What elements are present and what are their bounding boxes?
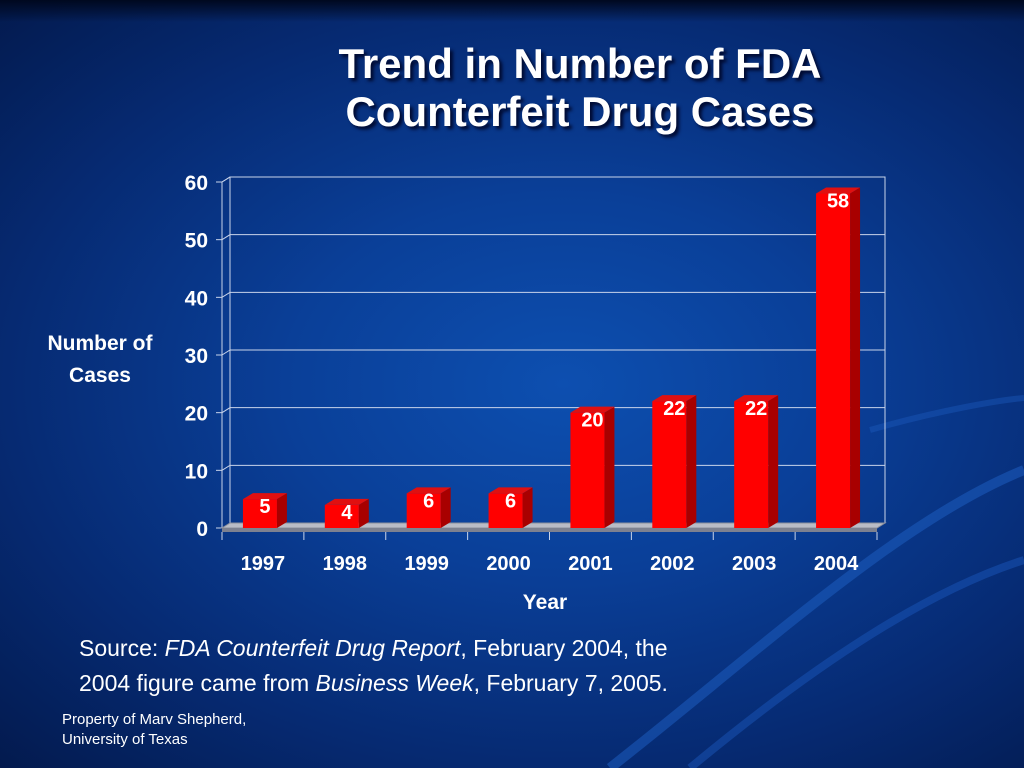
bar xyxy=(324,504,359,528)
x-axis-label: Year xyxy=(522,591,568,614)
bar-top xyxy=(652,395,697,402)
y-tick-label: 50 xyxy=(185,230,208,253)
y-axis-label: Number of Cases xyxy=(20,328,180,392)
bar xyxy=(570,412,605,528)
bar-top xyxy=(488,487,533,494)
y-tick-label: 10 xyxy=(185,460,208,483)
bar-side xyxy=(358,498,369,528)
source-report: FDA Counterfeit Drug Report xyxy=(164,635,461,661)
bar-side xyxy=(850,187,861,529)
data-label: 22 xyxy=(663,398,685,420)
credit-line-1: Property of Marv Shepherd, xyxy=(62,711,247,728)
bar-side xyxy=(768,395,779,528)
gridline xyxy=(221,349,885,356)
x-tick-label: 1999 xyxy=(404,553,449,575)
credit-line-2: University of Texas xyxy=(62,731,188,748)
y-tick-label: 40 xyxy=(185,287,208,310)
plot-floor xyxy=(220,522,887,529)
y-tick-label: 20 xyxy=(185,403,208,426)
bar xyxy=(652,401,687,528)
x-tick-label: 1998 xyxy=(323,553,368,575)
data-label: 4 xyxy=(341,502,353,524)
top-band xyxy=(0,0,1024,22)
source-citation: Source: FDA Counterfeit Drug Report, Feb… xyxy=(79,631,839,701)
x-tick-label: 2001 xyxy=(568,553,613,575)
data-label: 5 xyxy=(259,496,270,518)
gridline xyxy=(221,464,885,471)
slide-title: Trend in Number of FDA Counterfeit Drug … xyxy=(230,40,930,136)
bar xyxy=(816,193,851,529)
data-label: 6 xyxy=(505,490,516,512)
source-mid: , February 2004, the xyxy=(460,635,668,661)
bar xyxy=(734,401,769,528)
y-tick-label: 0 xyxy=(196,518,208,541)
source-magazine: Business Week xyxy=(315,670,474,696)
bar xyxy=(488,493,523,528)
bar-top xyxy=(324,498,369,505)
bar-side xyxy=(604,406,615,528)
bar-side xyxy=(276,493,287,528)
x-tick-label: 2004 xyxy=(814,553,859,575)
title-line-1: Trend in Number of FDA xyxy=(338,40,822,87)
bar-side xyxy=(522,487,533,528)
y-axis-label-line-2: Cases xyxy=(69,364,131,387)
data-label: 6 xyxy=(423,490,434,512)
plot-floor-edge xyxy=(222,528,877,532)
x-tick-label: 2002 xyxy=(650,553,695,575)
bar-top xyxy=(816,187,861,194)
bar xyxy=(406,493,441,528)
bar-side xyxy=(686,395,697,528)
x-tick-label: 2003 xyxy=(732,553,777,575)
data-label: 20 xyxy=(581,410,603,432)
source-line2-start: 2004 figure came from xyxy=(79,670,316,696)
bar-top xyxy=(406,487,451,494)
title-line-2: Counterfeit Drug Cases xyxy=(345,88,815,135)
bar-top xyxy=(570,406,615,413)
bar-top xyxy=(734,395,779,402)
y-axis-label-line-1: Number of xyxy=(47,332,153,355)
gridline xyxy=(221,291,885,298)
bar-side xyxy=(440,487,451,528)
source-end: , February 7, 2005. xyxy=(473,670,668,696)
bar xyxy=(242,499,277,528)
data-label: 22 xyxy=(745,398,767,420)
gridline xyxy=(221,234,885,241)
source-prefix: Source: xyxy=(79,635,165,661)
bar-top xyxy=(242,493,287,500)
x-tick-label: 1997 xyxy=(241,553,286,575)
x-tick-label: 2000 xyxy=(486,553,531,575)
credit: Property of Marv Shepherd, University of… xyxy=(62,710,362,750)
y-tick-label: 60 xyxy=(185,172,208,195)
gridline xyxy=(221,407,885,414)
y-tick-label: 30 xyxy=(185,345,208,368)
data-label: 58 xyxy=(827,191,849,213)
gridline xyxy=(221,176,885,183)
